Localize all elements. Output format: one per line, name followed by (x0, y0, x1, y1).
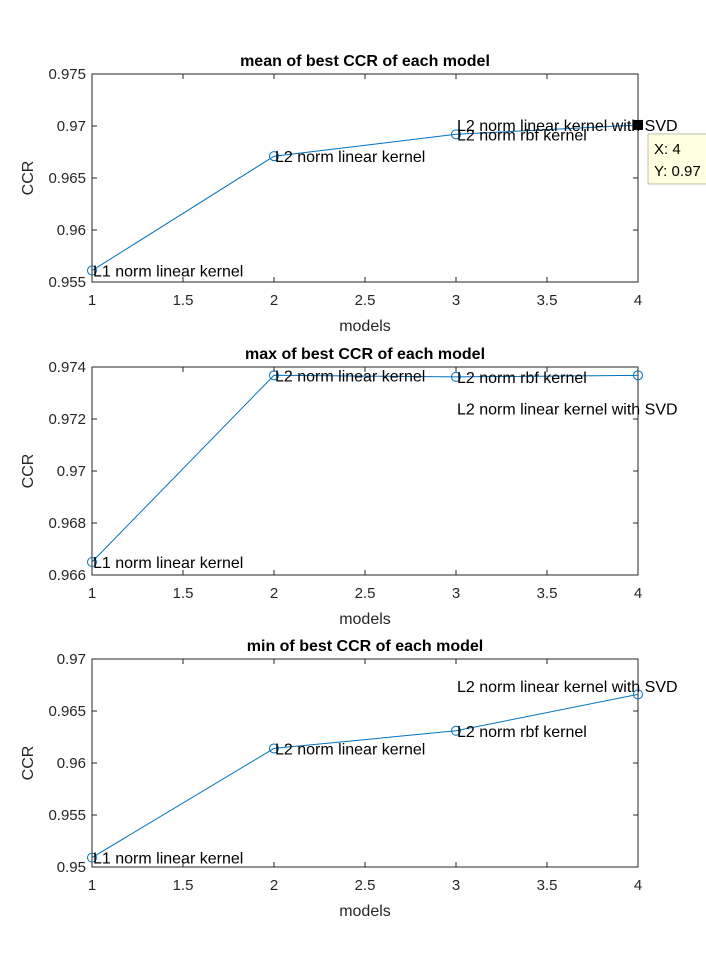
x-axis-label: models (339, 318, 391, 335)
data-point (451, 371, 461, 382)
y-tick-label: 0.965 (48, 170, 86, 187)
x-tick-label: 4 (634, 292, 642, 309)
y-tick-label: 0.975 (48, 66, 86, 83)
y-tick-label: 0.97 (57, 118, 86, 135)
x-tick-label: 2.5 (355, 877, 376, 894)
x-tick-label: 1 (88, 585, 96, 602)
datatip-text: X: 4 (654, 141, 681, 158)
x-axis-label: models (339, 903, 391, 920)
x-tick-label: 2 (270, 585, 278, 602)
x-axis-label: models (339, 611, 391, 628)
data-point (87, 265, 97, 276)
x-tick-label: 1.5 (173, 877, 194, 894)
y-tick-label: 0.97 (57, 463, 86, 480)
x-tick-label: 1 (88, 877, 96, 894)
y-axis-label: CCR (20, 746, 37, 781)
x-tick-label: 1.5 (173, 585, 194, 602)
annotation-label: L2 norm linear kernel (275, 741, 425, 758)
annotation-label: L2 norm linear kernel (275, 149, 425, 166)
plot-area (91, 73, 639, 283)
x-tick-label: 2.5 (355, 585, 376, 602)
series-line (91, 124, 639, 272)
data-point (633, 370, 643, 381)
x-tick-label: 3.5 (537, 292, 558, 309)
y-axis-label: CCR (20, 161, 37, 196)
y-tick-label: 0.968 (48, 515, 86, 532)
annotation-label: L1 norm linear kernel (93, 851, 243, 868)
data-point (451, 725, 461, 736)
y-tick-label: 0.974 (48, 359, 86, 376)
x-tick-label: 3 (452, 292, 460, 309)
data-point (269, 151, 279, 162)
data-point (633, 689, 643, 700)
annotation-label: L2 norm linear kernel with SVD (457, 402, 678, 419)
x-tick-label: 1.5 (173, 292, 194, 309)
x-tick-label: 3.5 (537, 585, 558, 602)
x-tick-label: 2 (270, 292, 278, 309)
data-point (451, 129, 461, 140)
annotation-label: L1 norm linear kernel (93, 555, 243, 572)
x-tick-label: 3 (452, 877, 460, 894)
plot-area (91, 366, 639, 576)
y-tick-label: 0.965 (48, 703, 86, 720)
y-axis-label: CCR (20, 454, 37, 489)
x-tick-label: 4 (634, 877, 642, 894)
annotation-label: L1 norm linear kernel (93, 264, 243, 281)
y-tick-label: 0.955 (48, 807, 86, 824)
annotation-label: L2 norm linear kernel (275, 368, 425, 385)
series-line (91, 374, 639, 563)
data-point (87, 852, 97, 863)
annotation-label: L2 norm rbf kernel (457, 724, 587, 741)
data-point (269, 743, 279, 754)
chart-title: max of best CCR of each model (245, 346, 485, 363)
datatip-box (647, 133, 706, 185)
series-line (91, 693, 639, 859)
x-tick-label: 2 (270, 877, 278, 894)
datatip-text: Y: 0.97 (654, 163, 701, 180)
datatip-marker (633, 119, 643, 130)
x-tick-label: 1 (88, 292, 96, 309)
y-tick-label: 0.95 (57, 859, 86, 876)
chart-title: mean of best CCR of each model (240, 53, 490, 70)
y-tick-label: 0.96 (57, 222, 86, 239)
y-tick-label: 0.96 (57, 755, 86, 772)
data-point (87, 557, 97, 567)
x-tick-label: 4 (634, 585, 642, 602)
y-tick-label: 0.972 (48, 411, 86, 428)
y-tick-label: 0.955 (48, 274, 86, 291)
annotation-label: L2 norm rbf kernel (457, 370, 587, 387)
chart-title: min of best CCR of each model (247, 638, 483, 655)
plot-area (91, 658, 639, 868)
annotation-label: L2 norm linear kernel with SVD (457, 679, 678, 696)
y-tick-label: 0.97 (57, 651, 86, 668)
x-tick-label: 2.5 (355, 292, 376, 309)
data-point (269, 370, 279, 381)
annotation-label: L2 norm linear kernel with SVD (457, 118, 678, 135)
annotation-label: L2 norm rbf kernel (457, 127, 587, 144)
y-tick-label: 0.966 (48, 567, 86, 584)
x-tick-label: 3 (452, 585, 460, 602)
x-tick-label: 3.5 (537, 877, 558, 894)
